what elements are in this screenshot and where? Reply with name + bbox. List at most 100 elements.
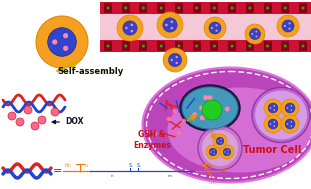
Circle shape xyxy=(213,44,216,47)
Circle shape xyxy=(216,24,218,26)
Circle shape xyxy=(268,103,278,113)
Bar xyxy=(175,41,183,51)
Circle shape xyxy=(202,130,238,166)
Ellipse shape xyxy=(182,87,238,129)
Circle shape xyxy=(142,44,145,47)
Circle shape xyxy=(290,105,292,107)
Circle shape xyxy=(213,6,216,9)
Bar xyxy=(100,2,311,14)
Bar xyxy=(122,41,130,51)
Circle shape xyxy=(273,105,275,107)
Circle shape xyxy=(125,27,128,29)
Circle shape xyxy=(290,121,292,123)
Circle shape xyxy=(209,148,217,156)
Circle shape xyxy=(230,6,234,9)
Circle shape xyxy=(16,118,24,126)
Ellipse shape xyxy=(142,67,311,183)
Bar xyxy=(210,41,218,51)
Circle shape xyxy=(255,31,258,33)
Circle shape xyxy=(124,44,127,47)
Circle shape xyxy=(192,112,197,117)
Bar xyxy=(139,3,147,13)
Circle shape xyxy=(175,56,178,58)
Circle shape xyxy=(167,117,171,121)
Circle shape xyxy=(301,6,304,9)
Text: =: = xyxy=(52,166,62,176)
Bar xyxy=(299,41,307,51)
Circle shape xyxy=(285,103,295,113)
Circle shape xyxy=(131,24,133,26)
Circle shape xyxy=(224,151,226,153)
Bar xyxy=(228,41,236,51)
Bar xyxy=(193,3,201,13)
Bar xyxy=(100,40,311,52)
Circle shape xyxy=(124,6,127,9)
Circle shape xyxy=(210,151,212,153)
Circle shape xyxy=(282,20,294,32)
Circle shape xyxy=(170,21,173,23)
Circle shape xyxy=(106,6,109,9)
Circle shape xyxy=(117,15,143,41)
Text: m: m xyxy=(168,174,172,178)
Bar xyxy=(210,3,218,13)
Ellipse shape xyxy=(168,88,311,173)
Circle shape xyxy=(281,115,299,133)
Circle shape xyxy=(266,6,269,9)
Circle shape xyxy=(195,6,198,9)
Circle shape xyxy=(52,39,57,45)
Bar xyxy=(193,41,201,51)
Circle shape xyxy=(157,12,183,38)
Circle shape xyxy=(198,126,242,170)
Circle shape xyxy=(38,116,46,124)
Circle shape xyxy=(284,44,287,47)
Circle shape xyxy=(204,17,226,39)
Circle shape xyxy=(288,28,291,30)
Circle shape xyxy=(251,33,253,35)
Bar xyxy=(228,3,236,13)
Bar xyxy=(139,41,147,51)
Circle shape xyxy=(217,140,219,142)
Circle shape xyxy=(214,113,219,118)
Ellipse shape xyxy=(255,91,307,139)
Circle shape xyxy=(153,132,158,136)
Circle shape xyxy=(63,33,68,38)
Text: n: n xyxy=(111,174,113,178)
Circle shape xyxy=(227,150,229,151)
Circle shape xyxy=(177,6,180,9)
Text: DOX: DOX xyxy=(65,118,83,126)
Circle shape xyxy=(220,139,222,140)
Text: O: O xyxy=(210,164,213,168)
Circle shape xyxy=(170,27,173,29)
Circle shape xyxy=(175,62,178,64)
Circle shape xyxy=(264,99,282,117)
Circle shape xyxy=(168,53,182,67)
Circle shape xyxy=(285,119,295,129)
Circle shape xyxy=(199,105,204,111)
Circle shape xyxy=(182,119,186,123)
Bar xyxy=(246,3,254,13)
Circle shape xyxy=(284,6,287,9)
Bar xyxy=(175,3,183,13)
Circle shape xyxy=(131,30,133,33)
Text: Tumor Cell: Tumor Cell xyxy=(243,145,301,155)
Bar xyxy=(299,3,307,13)
Circle shape xyxy=(142,6,145,9)
Circle shape xyxy=(286,123,288,125)
Circle shape xyxy=(273,109,275,111)
Circle shape xyxy=(216,137,224,145)
Circle shape xyxy=(288,22,291,24)
Text: GSH &
Enzymes: GSH & Enzymes xyxy=(133,130,171,150)
Circle shape xyxy=(203,95,208,100)
Circle shape xyxy=(165,24,168,26)
Circle shape xyxy=(245,24,265,44)
Text: O: O xyxy=(85,164,88,168)
Circle shape xyxy=(266,44,269,47)
Circle shape xyxy=(200,115,205,120)
Circle shape xyxy=(51,108,59,116)
Circle shape xyxy=(273,121,275,123)
Circle shape xyxy=(216,29,218,32)
Circle shape xyxy=(207,95,212,100)
Circle shape xyxy=(63,46,68,51)
Circle shape xyxy=(206,145,220,159)
Circle shape xyxy=(177,131,181,135)
